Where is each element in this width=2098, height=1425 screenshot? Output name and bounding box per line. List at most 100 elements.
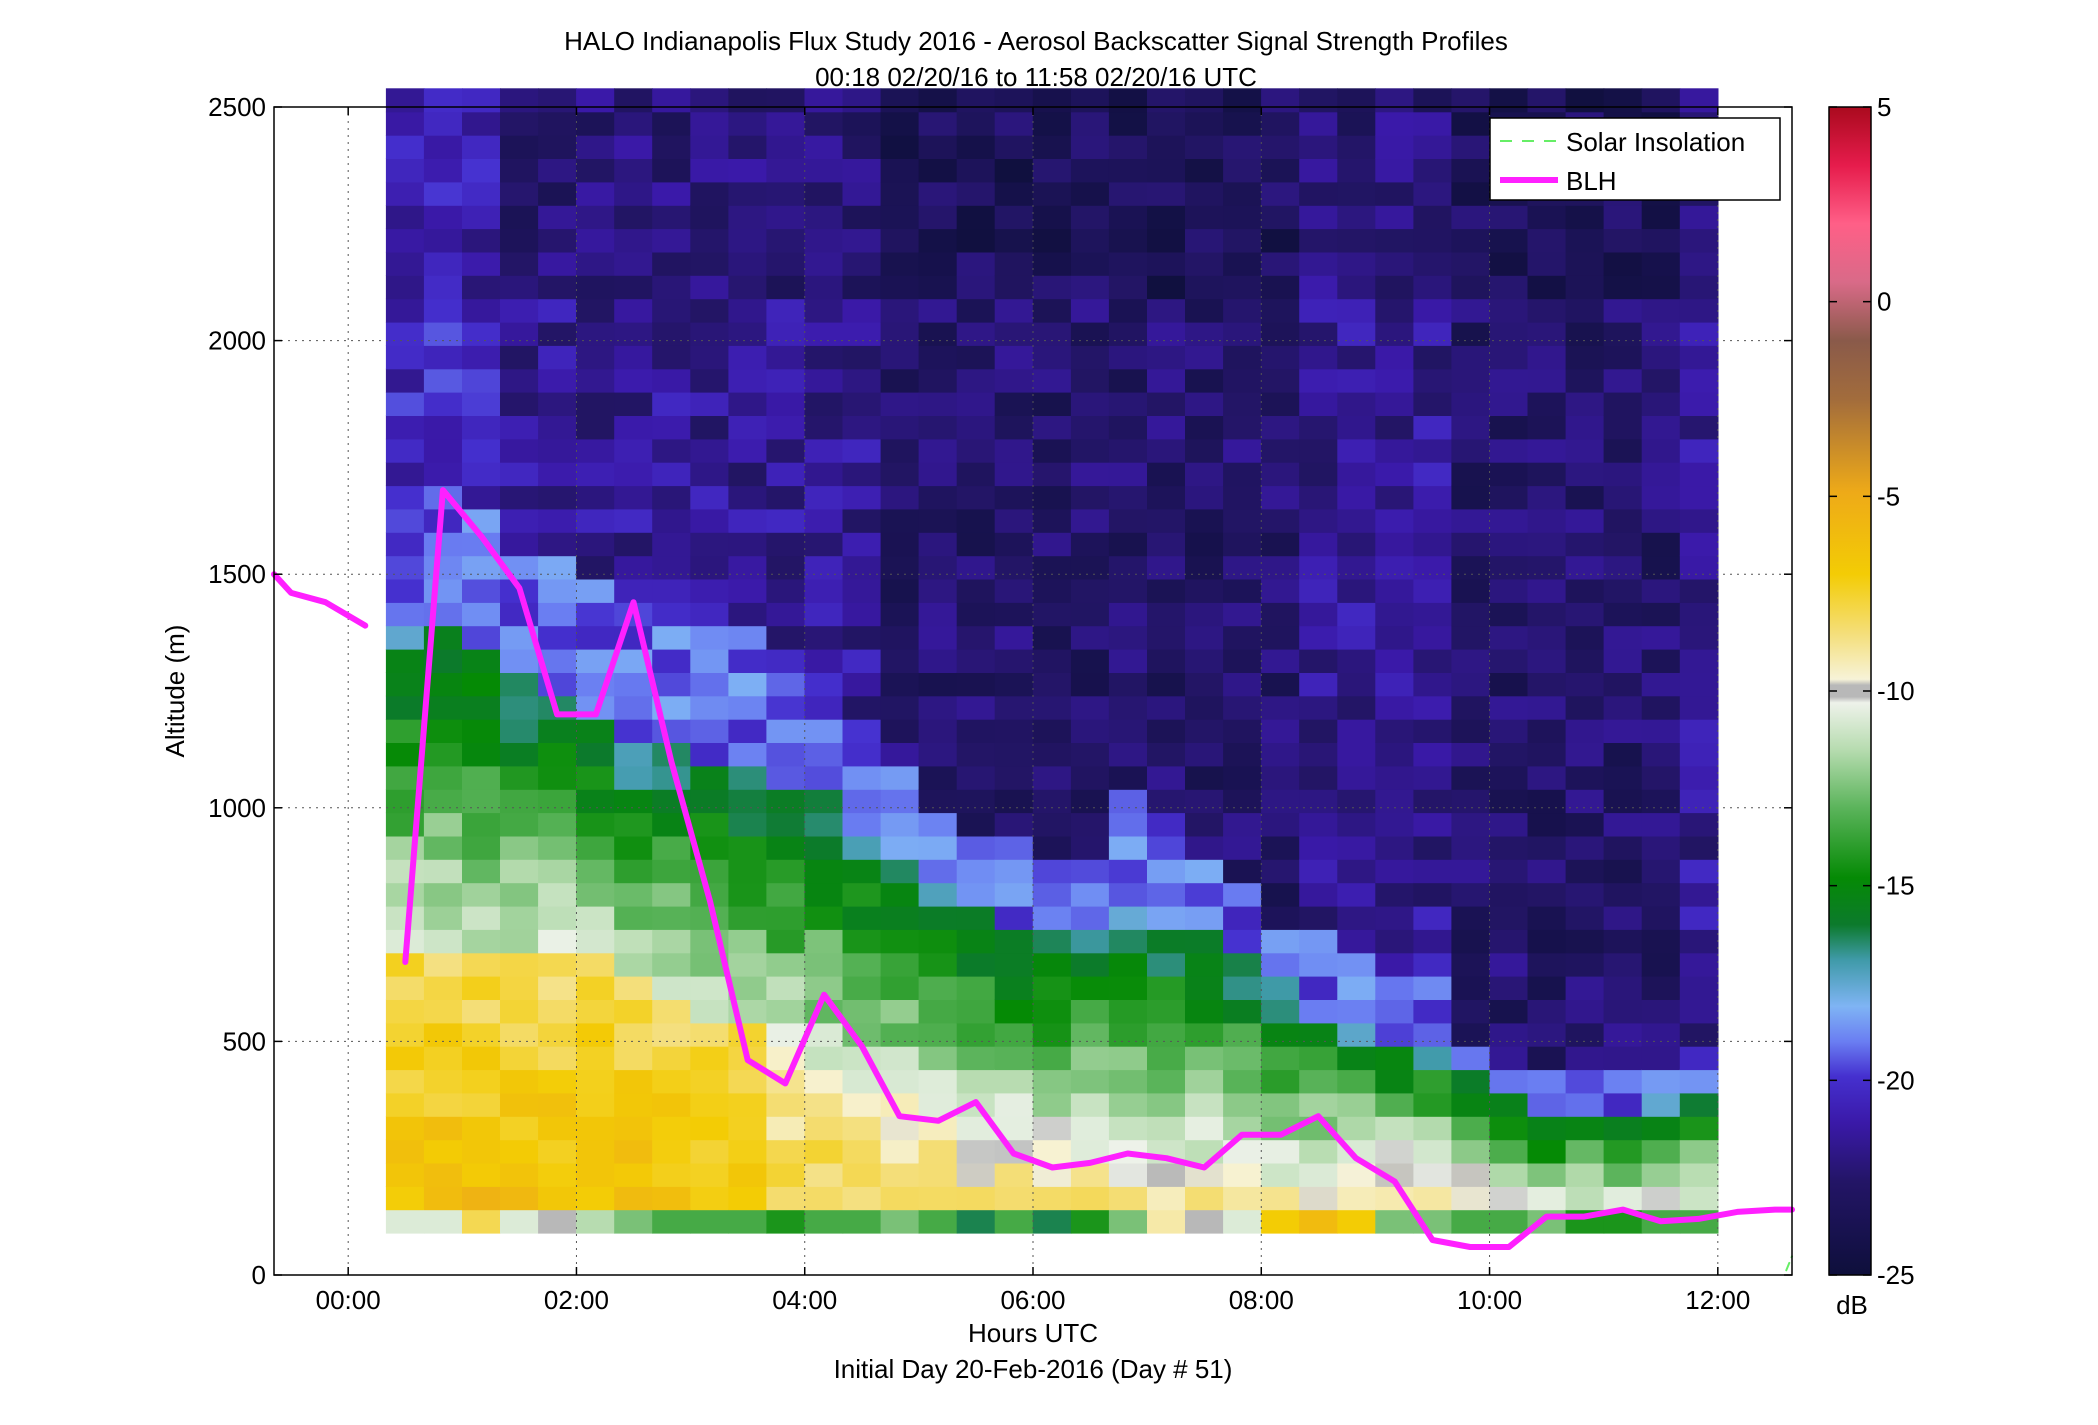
heatmap-cell	[500, 181, 539, 206]
heatmap-cell	[1261, 695, 1300, 720]
heatmap-cell	[728, 695, 768, 720]
heatmap-cell	[1070, 135, 1110, 159]
heatmap-cell	[956, 602, 996, 627]
heatmap-cell	[500, 158, 539, 183]
heatmap-cell	[1261, 578, 1300, 603]
heatmap-cell	[500, 999, 539, 1024]
heatmap-cell	[1641, 976, 1681, 1000]
heatmap-cell	[538, 999, 577, 1024]
heatmap-cell	[1070, 1022, 1110, 1047]
heatmap-cell	[652, 999, 691, 1024]
heatmap-cell	[880, 578, 920, 603]
heatmap-cell	[766, 415, 806, 440]
heatmap-cell	[500, 462, 539, 487]
heatmap-cell	[576, 345, 615, 370]
heatmap-cell	[614, 532, 653, 557]
heatmap-cell	[1603, 625, 1643, 650]
heatmap-cell	[652, 415, 691, 440]
heatmap-cell	[1032, 111, 1072, 136]
heatmap-cell	[1413, 625, 1453, 650]
heatmap-cell	[1070, 438, 1110, 463]
heatmap-cell	[614, 438, 653, 463]
footer-label: Initial Day 20-Feb-2016 (Day # 51)	[834, 1354, 1233, 1384]
heatmap-cell	[500, 929, 539, 954]
heatmap-cell	[804, 532, 844, 557]
heatmap-cell	[690, 602, 729, 627]
heatmap-cell	[576, 976, 615, 1000]
heatmap-cell	[1489, 882, 1529, 907]
heatmap-cell	[538, 882, 577, 907]
heatmap-cell	[1299, 251, 1338, 276]
heatmap-cell	[918, 251, 958, 276]
heatmap-cell	[462, 298, 501, 323]
heatmap-cell	[385, 321, 425, 346]
heatmap-cell	[1337, 135, 1376, 159]
heatmap-cell	[538, 929, 577, 954]
heatmap-cell	[614, 228, 653, 253]
heatmap-cell	[728, 719, 768, 743]
heatmap-cell	[880, 672, 920, 697]
heatmap-cell	[690, 111, 729, 136]
heatmap-cell	[956, 952, 996, 977]
heatmap-cell	[423, 135, 463, 159]
heatmap-cell	[500, 298, 539, 323]
heatmap-cell	[1070, 462, 1110, 487]
heatmap-cell	[423, 765, 463, 790]
heatmap-cell	[652, 462, 691, 487]
heatmap-cell	[690, 789, 729, 814]
heatmap-cell	[918, 111, 958, 136]
heatmap-cell	[880, 392, 920, 416]
heatmap-cell	[1261, 1186, 1300, 1211]
heatmap-cell	[918, 929, 958, 954]
heatmap-cell	[1413, 135, 1453, 159]
heatmap-cell	[1147, 905, 1186, 930]
heatmap-cell	[1185, 298, 1224, 323]
heatmap-cell	[1299, 976, 1338, 1000]
heatmap-cell	[1413, 1186, 1453, 1211]
heatmap-cell	[1147, 625, 1186, 650]
heatmap-cell	[766, 835, 806, 860]
heatmap-cell	[1261, 859, 1300, 884]
heatmap-cell	[1679, 321, 1719, 346]
heatmap-cell	[1108, 111, 1148, 136]
heatmap-cell	[1527, 508, 1567, 533]
heatmap-cell	[880, 508, 920, 533]
heatmap-cell	[1261, 812, 1300, 837]
heatmap-cell	[614, 135, 653, 159]
heatmap-cell	[1451, 1209, 1491, 1234]
heatmap-cell	[804, 812, 844, 837]
heatmap-cell	[1489, 88, 1529, 113]
heatmap-cell	[1147, 859, 1186, 884]
heatmap-cell	[1413, 695, 1453, 720]
heatmap-cell	[1451, 508, 1491, 533]
heatmap-cell	[1565, 1186, 1605, 1211]
colorbar-tick-label: 5	[1877, 92, 1891, 122]
heatmap-cell	[1223, 508, 1262, 533]
heatmap-cell	[1108, 158, 1148, 183]
heatmap-cell	[728, 602, 768, 627]
heatmap-cell	[1337, 88, 1376, 113]
heatmap-cell	[1185, 672, 1224, 697]
heatmap-cell	[728, 1069, 768, 1094]
heatmap-cell	[1261, 905, 1300, 930]
heatmap-cell	[652, 438, 691, 463]
heatmap-cell	[880, 251, 920, 276]
heatmap-cell	[1451, 368, 1491, 393]
heatmap-cell	[766, 789, 806, 814]
heatmap-cell	[1679, 275, 1719, 300]
heatmap-cell	[1679, 368, 1719, 393]
heatmap-cell	[423, 392, 463, 416]
heatmap-cell	[1527, 1162, 1567, 1187]
heatmap-cell	[1413, 1046, 1453, 1071]
heatmap-cell	[918, 976, 958, 1000]
heatmap-cell	[1603, 415, 1643, 440]
heatmap-cell	[994, 555, 1034, 580]
heatmap-cell	[804, 1092, 844, 1117]
heatmap-cell	[918, 1069, 958, 1094]
heatmap-cell	[690, 578, 729, 603]
heatmap-cell	[1337, 578, 1376, 603]
heatmap-cell	[500, 1116, 539, 1141]
heatmap-cell	[500, 135, 539, 159]
heatmap-cell	[652, 602, 691, 627]
heatmap-cell	[1032, 929, 1072, 954]
